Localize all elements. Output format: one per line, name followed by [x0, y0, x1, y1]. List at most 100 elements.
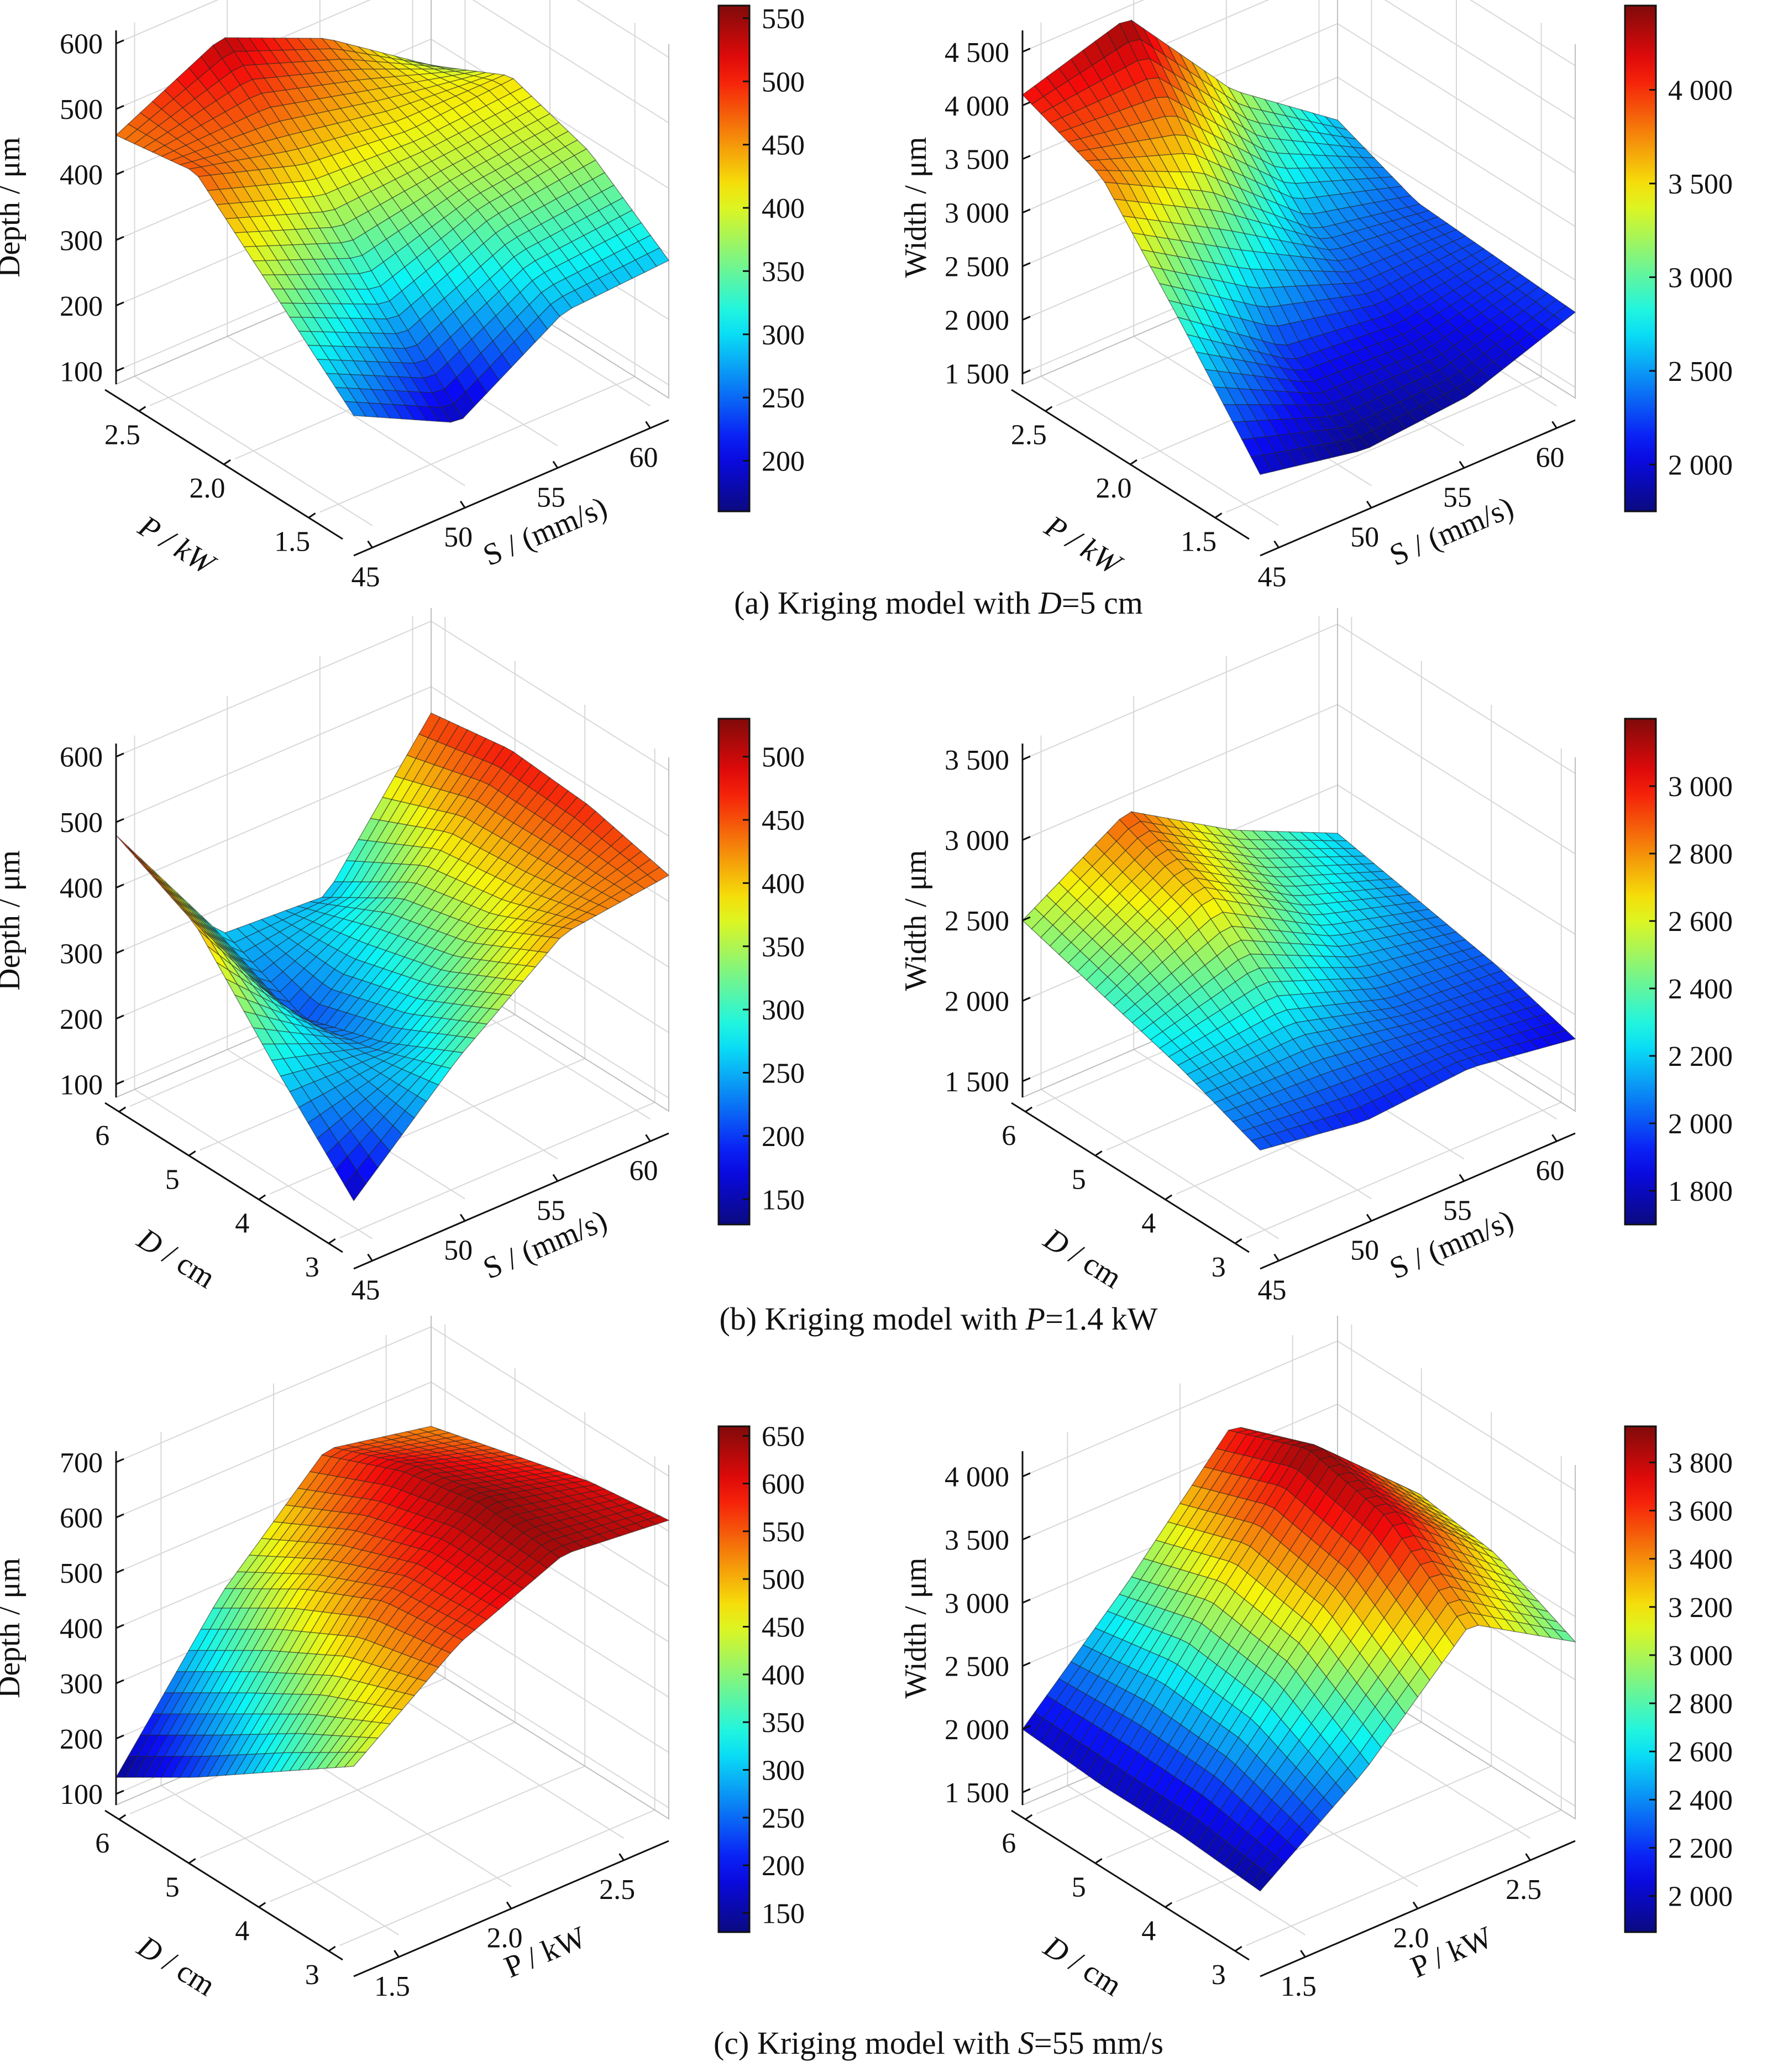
colorbar-tick-label: 2 600 [1668, 906, 1733, 938]
y-tick [188, 1858, 196, 1864]
y-tick [1234, 1238, 1242, 1244]
x-tick [367, 540, 373, 548]
colorbar-tick-label: 350 [762, 1707, 805, 1739]
z-tick [1022, 1598, 1031, 1604]
label-part: =55 mm/s [1034, 2025, 1163, 2061]
colorbar-tick-label: 2 800 [1668, 839, 1733, 870]
colorbar-tick-label: 500 [762, 742, 805, 773]
colorbar-tick-label: 400 [762, 868, 805, 899]
x-tick-label: 1.5 [1281, 1971, 1317, 2002]
colorbar-tick-label: 450 [762, 805, 805, 836]
z-tick [1022, 262, 1031, 268]
x-tick-label: 60 [629, 442, 658, 473]
colorbar-tick-label: 2 000 [1668, 449, 1733, 481]
colorbar-tick-label: 4 000 [1668, 75, 1733, 107]
x-tick [506, 1901, 512, 1909]
x-tick [645, 1134, 651, 1142]
x-tick-label: 60 [1535, 442, 1564, 473]
z-tick-label: 2 500 [945, 1651, 1009, 1683]
y-tick-label: 2.0 [1096, 473, 1132, 504]
y-tick-label: 4 [235, 1208, 249, 1239]
y-axis-label: D / cm [131, 1221, 221, 1295]
z-tick [1022, 1788, 1031, 1793]
colorbar-tick-label: 1 800 [1668, 1176, 1733, 1207]
z-tick-label: 400 [60, 160, 103, 191]
x-tick-label: 50 [1350, 522, 1379, 553]
colorbar-tick-label: 2 400 [1668, 1785, 1733, 1816]
y-tick [1094, 1150, 1103, 1157]
colorbar-tick-label: 450 [762, 1612, 805, 1644]
y-tick [1094, 1858, 1103, 1864]
y-tick [1025, 1106, 1033, 1113]
y-tick-label: 6 [95, 1120, 109, 1152]
colorbar-tick-label: 400 [762, 193, 805, 224]
y-tick [118, 1106, 127, 1113]
y-tick [138, 406, 146, 412]
z-tick [116, 752, 124, 758]
colorbar-tick-label: 500 [762, 66, 805, 98]
x-tick-label: 45 [1258, 1275, 1287, 1306]
y-tick [118, 1814, 127, 1820]
x-tick-label: 1.5 [374, 1971, 410, 2002]
colorbar-tick-label: 250 [762, 1058, 805, 1090]
colorbar-tick-label: 150 [762, 1184, 805, 1216]
z-tick-label: 200 [60, 1724, 103, 1755]
y-tick [1214, 512, 1223, 519]
z-tick [116, 39, 124, 45]
x-tick [1273, 1253, 1280, 1262]
surface-patch [1553, 305, 1576, 322]
z-tick-label: 3 000 [945, 198, 1009, 229]
z-tick-label: 2 500 [945, 906, 1009, 937]
x-tick-label: 2.5 [1506, 1874, 1541, 1906]
colorbar-tick-label: 3 600 [1668, 1496, 1733, 1527]
x-tick-label: 50 [444, 522, 473, 553]
x-tick-label: 45 [352, 562, 380, 593]
y-tick [1234, 1945, 1242, 1952]
colorbar [717, 4, 751, 512]
y-tick [1165, 1902, 1173, 1908]
colorbar-tick-label: 3 800 [1668, 1447, 1733, 1479]
label-part: Width / μm [899, 137, 933, 278]
z-tick-label: 4 000 [945, 1462, 1009, 1493]
colorbar-tick-label: 200 [762, 1121, 805, 1153]
y-tick [1045, 406, 1053, 412]
z-tick [116, 1624, 124, 1629]
y-tick-label: 4 [1141, 1208, 1156, 1239]
z-tick-label: 400 [60, 1613, 103, 1645]
label-part: D [1038, 585, 1062, 621]
x-tick [459, 1213, 466, 1222]
z-tick-label: 100 [60, 356, 103, 388]
caption-c: (c) Kriging model with S=55 mm/s [714, 2025, 1163, 2061]
colorbar-tick-label: 250 [762, 1803, 805, 1834]
z-tick-label: 3 000 [945, 1588, 1009, 1619]
x-axis-line [353, 419, 669, 557]
z-tick-label: 500 [60, 1558, 103, 1589]
colorbar-tick-label: 3 000 [1668, 262, 1733, 294]
y-tick-label: 5 [1072, 1871, 1086, 1903]
z-tick-label: 500 [60, 807, 103, 839]
surface-mesh [1022, 1427, 1576, 1892]
z-axis-label: Depth / μm [0, 137, 27, 278]
z-tick [116, 1014, 124, 1020]
x-tick [1525, 1853, 1531, 1861]
y-axis-label: P / kW [1039, 509, 1129, 583]
chart-panel-2: 45 50 55 60 1.5 2.0 2.51 500 2 000 2 500 3 000 3 5… [899, 0, 1733, 593]
colorbar-tick-label: 250 [762, 383, 805, 414]
z-tick-label: 600 [60, 1503, 103, 1534]
y-tick-label: 5 [165, 1164, 180, 1195]
y-tick [258, 1194, 266, 1200]
label-part: Depth / μm [0, 137, 27, 278]
y-tick-label: 5 [165, 1871, 180, 1903]
z-axis-label: Width / μm [899, 850, 933, 991]
y-axis-label: D / cm [1037, 1929, 1128, 2003]
x-tick [1551, 1134, 1558, 1142]
colorbar-tick-label: 650 [762, 1421, 805, 1452]
z-tick-label: 4 500 [945, 37, 1009, 69]
x-tick-label: 60 [1535, 1155, 1564, 1186]
label-part: (c) Kriging model with [714, 2025, 1018, 2061]
z-tick [1022, 1535, 1031, 1541]
x-tick [552, 1174, 559, 1182]
y-tick [1130, 459, 1137, 465]
